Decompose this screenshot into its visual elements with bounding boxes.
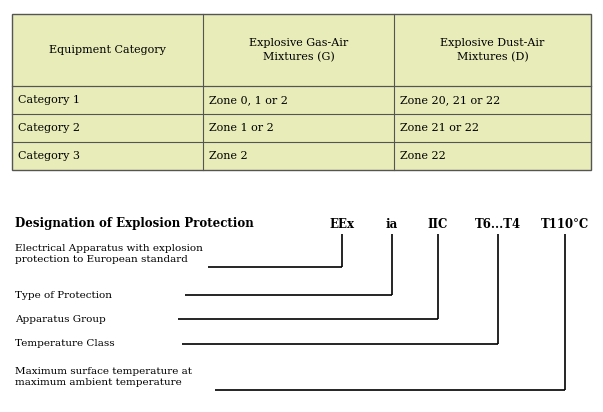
- Text: T110°C: T110°C: [541, 218, 589, 230]
- Text: Zone 2: Zone 2: [209, 151, 248, 161]
- Text: Category 2: Category 2: [18, 123, 80, 133]
- Text: ia: ia: [386, 218, 398, 230]
- Text: Explosive Gas-Air
Mixtures (G): Explosive Gas-Air Mixtures (G): [249, 38, 348, 62]
- Text: Apparatus Group: Apparatus Group: [15, 314, 106, 323]
- Text: Temperature Class: Temperature Class: [15, 339, 115, 349]
- Bar: [12, 114, 591, 142]
- Text: Zone 20, 21 or 22: Zone 20, 21 or 22: [400, 95, 500, 105]
- Text: Zone 1 or 2: Zone 1 or 2: [209, 123, 274, 133]
- Text: T6...T4: T6...T4: [475, 218, 521, 230]
- Text: Explosive Dust-Air
Mixtures (D): Explosive Dust-Air Mixtures (D): [440, 38, 545, 62]
- Bar: [12, 14, 591, 170]
- Bar: [12, 14, 591, 86]
- Text: Equipment Category: Equipment Category: [49, 45, 166, 55]
- Text: Category 3: Category 3: [18, 151, 80, 161]
- Text: Zone 22: Zone 22: [400, 151, 446, 161]
- Text: Type of Protection: Type of Protection: [15, 290, 112, 300]
- Text: Designation of Explosion Protection: Designation of Explosion Protection: [15, 218, 254, 230]
- Text: EEx: EEx: [329, 218, 355, 230]
- Text: IIC: IIC: [428, 218, 448, 230]
- Text: Electrical Apparatus with explosion
protection to European standard: Electrical Apparatus with explosion prot…: [15, 243, 203, 265]
- Text: Category 1: Category 1: [18, 95, 80, 105]
- Bar: [12, 86, 591, 114]
- Bar: [12, 142, 591, 170]
- Text: Maximum surface temperature at
maximum ambient temperature: Maximum surface temperature at maximum a…: [15, 367, 192, 387]
- Text: Zone 21 or 22: Zone 21 or 22: [400, 123, 479, 133]
- Text: Zone 0, 1 or 2: Zone 0, 1 or 2: [209, 95, 288, 105]
